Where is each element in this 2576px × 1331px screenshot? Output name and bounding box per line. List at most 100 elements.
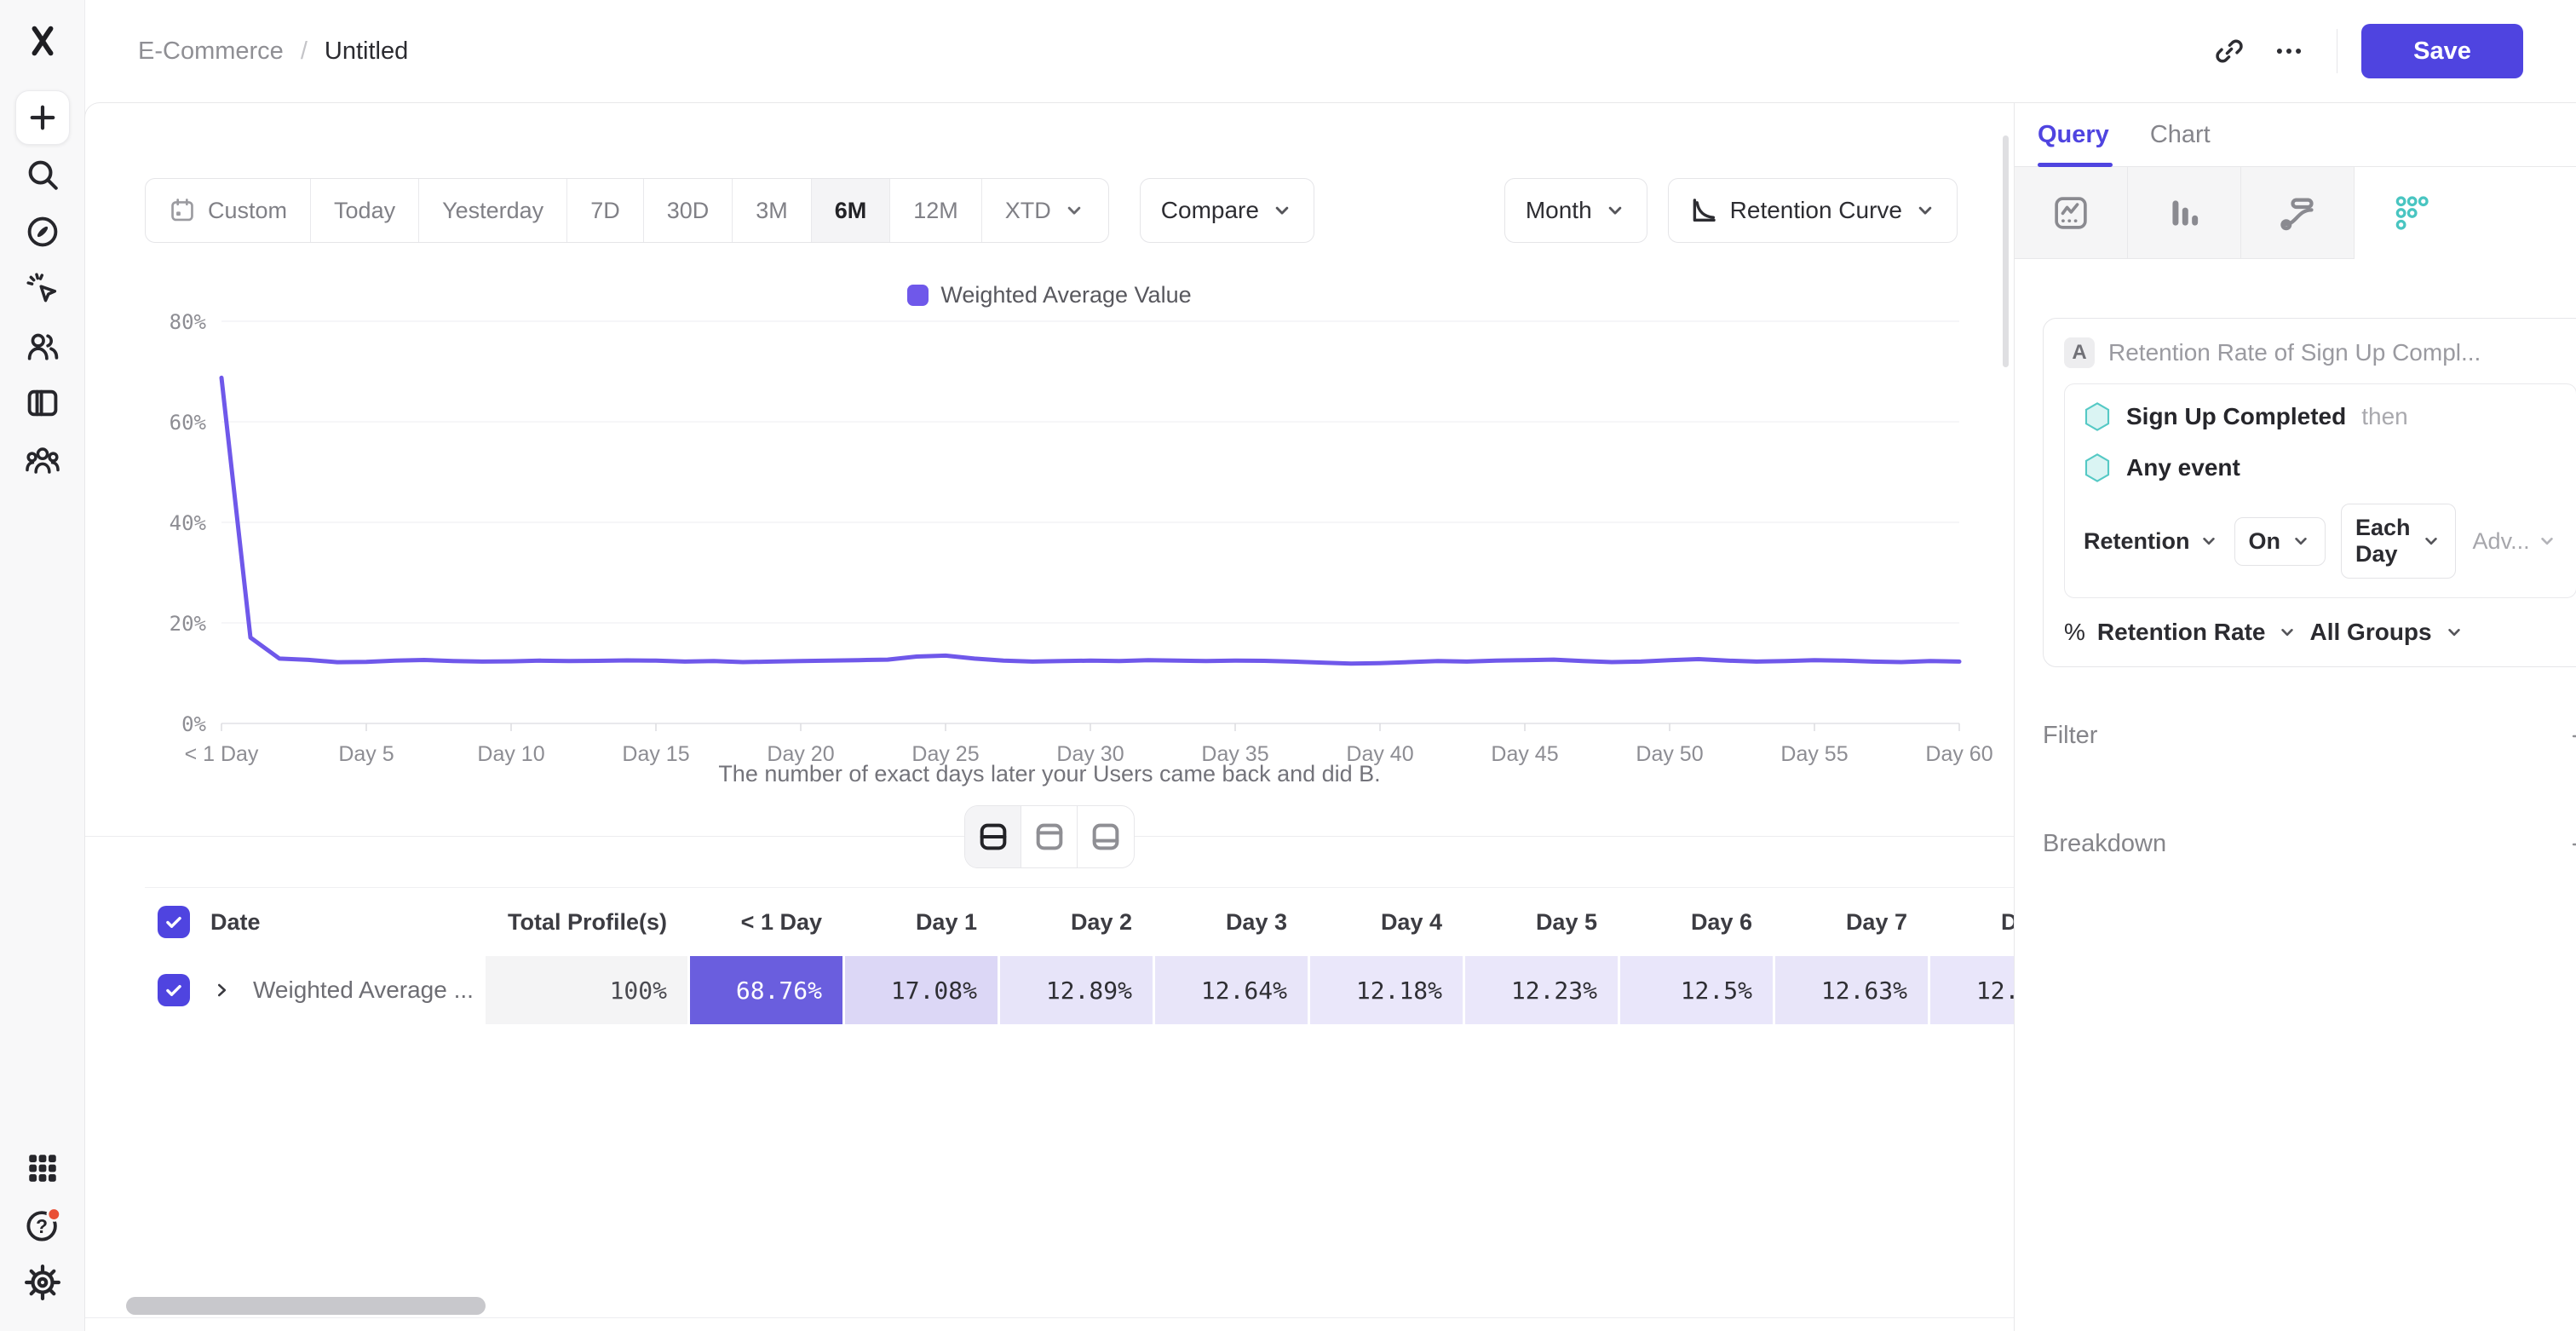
range-yesterday[interactable]: Yesterday bbox=[419, 179, 568, 242]
each-day-dropdown[interactable]: Each Day bbox=[2341, 504, 2456, 579]
range-7d[interactable]: 7D bbox=[567, 179, 644, 242]
horizontal-scrollbar-thumb[interactable] bbox=[126, 1297, 486, 1315]
events-cursor-icon[interactable] bbox=[15, 262, 70, 316]
column-header-total-profile-s-[interactable]: Total Profile(s) bbox=[507, 908, 667, 935]
more-options-icon[interactable] bbox=[2265, 27, 2313, 75]
filter-label: Filter bbox=[2043, 722, 2098, 749]
toggle-chart-only[interactable] bbox=[1021, 806, 1078, 867]
column-header-day-8[interactable]: Day 8 bbox=[1928, 888, 2014, 956]
chevron-down-icon bbox=[2291, 531, 2311, 551]
column-header-day-7[interactable]: Day 7 bbox=[1845, 908, 1907, 935]
toggle-split-view[interactable] bbox=[965, 806, 1021, 867]
svg-text:20%: 20% bbox=[170, 612, 207, 636]
range-custom[interactable]: Custom bbox=[146, 179, 312, 242]
chevron-down-icon bbox=[2277, 622, 2297, 642]
svg-text:60%: 60% bbox=[170, 411, 207, 435]
row-label[interactable]: Weighted Average ... bbox=[253, 977, 474, 1003]
cell-value-day-3: 12.64% bbox=[1153, 956, 1308, 1024]
copy-link-icon[interactable] bbox=[2205, 27, 2253, 75]
chevron-down-icon bbox=[2199, 531, 2219, 551]
cell-value-day-1: 17.08% bbox=[842, 956, 998, 1024]
date-column-header[interactable]: Date bbox=[210, 908, 261, 935]
svg-text:?: ? bbox=[36, 1215, 48, 1237]
range-30d[interactable]: 30D bbox=[644, 179, 733, 242]
breakdown-label: Breakdown bbox=[2043, 830, 2167, 857]
chart-type-label: Retention Curve bbox=[1729, 197, 1902, 223]
users-icon[interactable] bbox=[15, 319, 70, 373]
retention-type-dropdown[interactable]: Retention bbox=[2084, 528, 2219, 555]
granularity-dropdown[interactable]: Month bbox=[1504, 178, 1647, 243]
block-title[interactable]: Retention Rate of Sign Up Compl... bbox=[2108, 339, 2481, 366]
help-icon[interactable]: ? bbox=[15, 1198, 70, 1253]
legend-swatch bbox=[907, 284, 929, 306]
range-3m[interactable]: 3M bbox=[733, 179, 812, 242]
column-header-day-6[interactable]: Day 6 bbox=[1690, 908, 1752, 935]
report-type-insights-icon[interactable] bbox=[2015, 167, 2128, 259]
report-title[interactable]: Untitled bbox=[324, 37, 409, 65]
groups-dropdown[interactable]: All Groups bbox=[2309, 619, 2432, 645]
column-header-day-4[interactable]: Day 4 bbox=[1380, 908, 1442, 935]
layout-toggle-group bbox=[964, 805, 1135, 868]
cell-value-day-8: 12.65% bbox=[1928, 956, 2014, 1024]
search-icon[interactable] bbox=[15, 147, 70, 202]
tab-chart[interactable]: Chart bbox=[2149, 120, 2211, 148]
legend-label[interactable]: Weighted Average Value bbox=[940, 281, 1192, 308]
svg-text:< 1 Day: < 1 Day bbox=[185, 742, 259, 766]
range-6m[interactable]: 6M bbox=[811, 179, 891, 242]
report-type-switcher bbox=[2015, 167, 2576, 259]
range-12m[interactable]: 12M bbox=[890, 179, 982, 242]
vertical-scrollbar-thumb[interactable] bbox=[2003, 135, 2009, 367]
boards-icon[interactable] bbox=[15, 376, 70, 430]
svg-text:Day 50: Day 50 bbox=[1636, 742, 1703, 766]
range-xtd[interactable]: XTD bbox=[982, 179, 1108, 242]
column-header--1-day[interactable]: < 1 Day bbox=[740, 908, 822, 935]
report-type-funnels-icon[interactable] bbox=[2128, 167, 2241, 259]
compass-discover-icon[interactable] bbox=[15, 205, 70, 259]
panel-tabs: Query Chart bbox=[2015, 103, 2576, 167]
column-header-day-1[interactable]: Day 1 bbox=[915, 908, 977, 935]
select-all-checkbox[interactable] bbox=[158, 906, 190, 938]
column-header-day-3[interactable]: Day 3 bbox=[1225, 908, 1287, 935]
apps-grid-icon[interactable] bbox=[15, 1141, 70, 1196]
chart-type-dropdown[interactable]: Retention Curve bbox=[1667, 178, 1958, 243]
tab-query[interactable]: Query bbox=[2038, 103, 2113, 167]
first-event[interactable]: Sign Up Completed bbox=[2126, 403, 2347, 429]
report-type-flows-icon[interactable] bbox=[2241, 167, 2355, 259]
advanced-dropdown[interactable]: Adv... bbox=[2473, 528, 2557, 555]
compare-label: Compare bbox=[1160, 197, 1259, 223]
svg-text:Day 45: Day 45 bbox=[1491, 742, 1558, 766]
cell-value--1-day: 68.76% bbox=[687, 956, 842, 1024]
add-filter-button[interactable] bbox=[2568, 723, 2576, 750]
row-expander-chevron-icon[interactable] bbox=[210, 979, 233, 1001]
column-header-day-5[interactable]: Day 5 bbox=[1535, 908, 1597, 935]
granularity-label: Month bbox=[1525, 197, 1592, 223]
save-button[interactable]: Save bbox=[2361, 24, 2523, 78]
retention-line-chart[interactable]: 0% 20% 40% 60% 80% < 1 Day Day 5 Day 10 Day 15 Da… bbox=[145, 308, 2014, 768]
retention-curve-icon bbox=[1689, 196, 1718, 225]
create-new-button[interactable] bbox=[14, 90, 70, 145]
return-event[interactable]: Any event bbox=[2126, 454, 2240, 481]
cell-value-day-7: 12.63% bbox=[1773, 956, 1928, 1024]
cell-value-day-4: 12.18% bbox=[1308, 956, 1463, 1024]
x-axis-caption: The number of exact days later your User… bbox=[718, 761, 1381, 786]
query-panel: Query Chart A Retention Rate of Sign Up … bbox=[2014, 102, 2576, 1331]
on-dropdown[interactable]: On bbox=[2234, 516, 2326, 566]
row-checkbox[interactable] bbox=[158, 974, 190, 1006]
compare-button[interactable]: Compare bbox=[1139, 178, 1314, 243]
top-bar: E-Commerce / Untitled Save bbox=[85, 0, 2576, 102]
range-today[interactable]: Today bbox=[311, 179, 420, 242]
svg-text:Day 35: Day 35 bbox=[1201, 742, 1268, 766]
chevron-down-icon bbox=[1604, 199, 1626, 222]
chevron-down-icon bbox=[1063, 199, 1085, 222]
chevron-down-icon bbox=[2421, 531, 2441, 551]
measure-dropdown[interactable]: Retention Rate bbox=[2096, 619, 2266, 645]
column-header-day-2[interactable]: Day 2 bbox=[1070, 908, 1132, 935]
report-type-retention-icon[interactable] bbox=[2355, 167, 2468, 259]
add-breakdown-button[interactable] bbox=[2568, 831, 2576, 858]
svg-text:0%: 0% bbox=[181, 712, 206, 736]
settings-gear-icon[interactable] bbox=[15, 1255, 70, 1310]
breadcrumb-section[interactable]: E-Commerce bbox=[138, 37, 284, 65]
toggle-table-only[interactable] bbox=[1078, 806, 1134, 867]
cohorts-icon[interactable] bbox=[15, 433, 70, 487]
